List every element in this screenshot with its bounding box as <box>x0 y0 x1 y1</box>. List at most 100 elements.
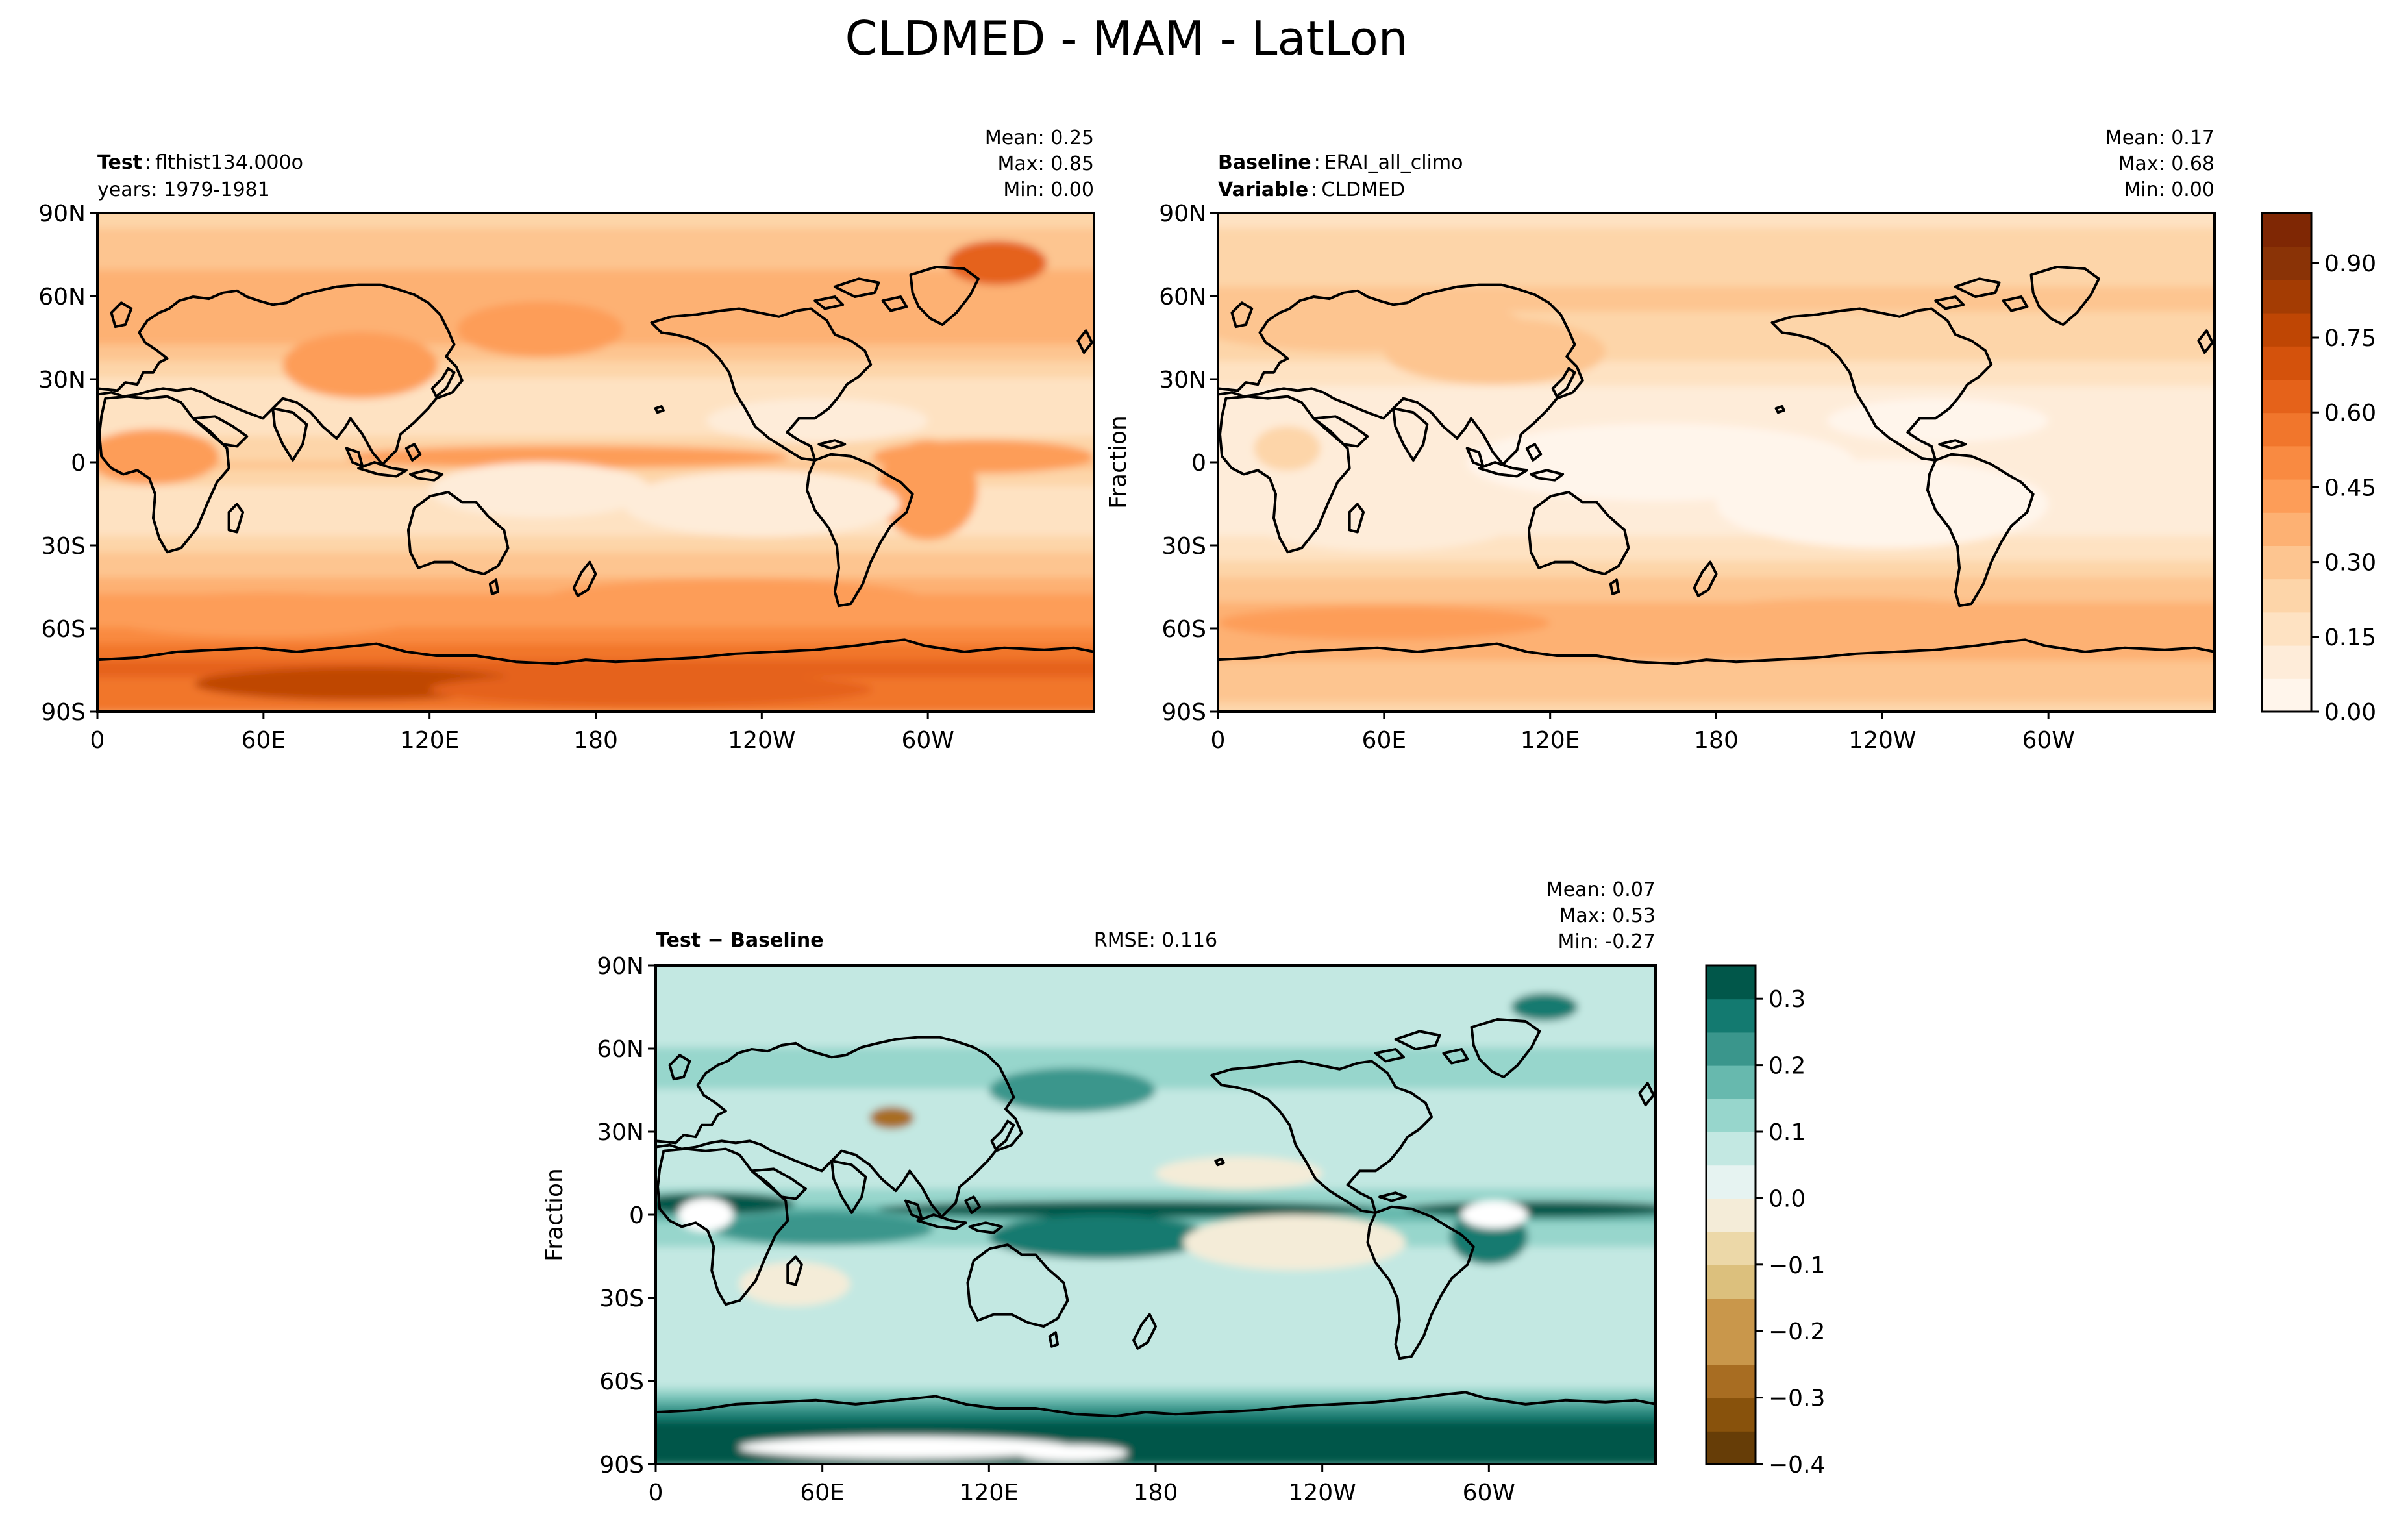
diff-lat-band <box>656 1163 1656 1175</box>
test-ytick-label: 60N <box>38 284 86 310</box>
colorbar-oranges-tick-label: 0.75 <box>2324 325 2376 352</box>
baseline-lat-band <box>1218 677 2215 688</box>
diff-lat-band <box>656 1387 1656 1399</box>
panel-diff: Test − Baseline RMSE: 0.116 Mean: 0.07 M… <box>541 878 1825 1506</box>
baseline-lat-band <box>1218 669 2215 680</box>
colorbar-oranges-level <box>2262 213 2311 247</box>
baseline-lat-band <box>1218 219 2215 231</box>
colorbar-brbg-level <box>1706 1397 1756 1432</box>
panel-test: Test: flthist134.000o years: 1979-1981 Me… <box>38 127 1095 754</box>
diff-xtick-label: 120W <box>1289 1480 1356 1506</box>
diff-lat-band <box>656 1371 1656 1382</box>
panel-diff-min: Min: -0.27 <box>1558 930 1656 953</box>
colorbar-oranges-tick-label: 0.00 <box>2324 699 2376 726</box>
diff-lat-band <box>656 1346 1656 1358</box>
colorbar-oranges-level <box>2262 279 2311 314</box>
test-lat-band <box>97 295 1094 306</box>
baseline-lat-band <box>1218 228 2215 240</box>
diff-field-feature <box>711 1212 934 1245</box>
diff-field-feature <box>1183 1215 1406 1271</box>
panel-test-label-line2: years: 1979-1981 <box>97 179 270 201</box>
colorbar-brbg-level <box>1706 1098 1756 1132</box>
test-field-feature <box>346 445 789 468</box>
panel-baseline-map <box>1218 213 2215 712</box>
diff-lat-band <box>656 1413 1656 1424</box>
baseline-lat-band <box>1218 560 2215 572</box>
diff-lat-band <box>656 1280 1656 1291</box>
baseline-field-feature <box>1254 426 1321 471</box>
diff-ytick-label: 60S <box>599 1369 644 1395</box>
test-ytick-label: 0 <box>71 450 86 477</box>
test-xtick-label: 60E <box>242 727 286 754</box>
baseline-ytick-label: 60N <box>1159 284 1206 310</box>
diff-field-feature <box>989 1067 1156 1113</box>
diff-field-feature <box>869 1106 914 1129</box>
panel-test-min: Min: 0.00 <box>1003 179 1094 201</box>
baseline-field-feature <box>1218 296 1522 352</box>
baseline-field-feature <box>1245 484 1523 551</box>
test-field-feature <box>97 592 430 637</box>
baseline-lat-band <box>1218 660 2215 671</box>
baseline-xtick-label: 180 <box>1694 727 1739 754</box>
test-xtick-label: 120W <box>728 727 795 754</box>
colorbar-brbg-tick-label: 0.2 <box>1769 1053 1806 1080</box>
baseline-xtick-label: 0 <box>1211 727 1226 754</box>
colorbar-brbg-level <box>1706 1298 1756 1332</box>
test-lat-band <box>97 219 1094 231</box>
test-field-feature <box>457 301 624 357</box>
panel-diff-max: Max: 0.53 <box>1559 904 1656 927</box>
panel-baseline: Baseline: ERAI_all_climo Variable: CLDMED … <box>1105 127 2376 754</box>
panel-baseline-label-line1: Baseline: ERAI_all_climo <box>1218 151 1463 174</box>
diff-lat-band <box>656 1271 1656 1283</box>
panel-baseline-mean: Mean: 0.17 <box>2105 127 2215 149</box>
diff-lat-band <box>656 1155 1656 1167</box>
colorbar-oranges-tick-label: 0.30 <box>2324 550 2376 577</box>
colorbar-oranges-level <box>2262 379 2311 414</box>
diff-lat-band <box>656 1013 1656 1025</box>
baseline-ytick-label: 0 <box>1191 450 1206 477</box>
colorbar-brbg-level <box>1706 1264 1756 1299</box>
colorbar-oranges-tick-label: 0.15 <box>2324 625 2376 651</box>
diff-lat-band <box>656 972 1656 984</box>
colorbar-brbg-level <box>1706 1231 1756 1265</box>
test-lat-band <box>97 245 1094 256</box>
diff-field-feature <box>1156 1156 1322 1190</box>
test-field-feature <box>540 578 928 623</box>
test-field-feature <box>282 332 438 399</box>
baseline-ytick-label: 90S <box>1161 699 1206 726</box>
panel-test-label-line1: Test: flthist134.000o <box>97 151 303 174</box>
colorbar-oranges-level <box>2262 312 2311 347</box>
colorbar-brbg-level <box>1706 965 1756 1000</box>
diff-ytick-label: 90N <box>597 953 644 980</box>
diff-lat-band <box>656 1404 1656 1416</box>
baseline-xtick-label: 120W <box>1848 727 1916 754</box>
baseline-lat-band <box>1218 635 2215 647</box>
test-field-feature <box>623 470 900 538</box>
diff-xtick-label: 60W <box>1463 1480 1515 1506</box>
baseline-lat-band <box>1218 544 2215 555</box>
diff-ytick-label: 0 <box>629 1202 644 1229</box>
test-lat-band <box>97 228 1094 240</box>
diff-xtick-label: 180 <box>1134 1480 1178 1506</box>
colorbar-brbg-level <box>1706 1364 1756 1398</box>
baseline-xtick-label: 120E <box>1521 727 1580 754</box>
diff-lat-band <box>656 1363 1656 1374</box>
colorbar-brbg-level <box>1706 1198 1756 1232</box>
baseline-ytick-label: 30S <box>1161 533 1206 560</box>
colorbar-brbg-tick-label: 0.1 <box>1769 1119 1806 1146</box>
colorbar-brbg: 0.3 0.2 0.1 0.0 −0.1 −0.2 −0.3 −0.4 <box>1705 964 1825 1478</box>
baseline-lat-band <box>1218 593 2215 605</box>
test-lat-band <box>97 560 1094 572</box>
test-lat-band <box>97 702 1094 712</box>
diff-field-feature <box>989 1215 1211 1260</box>
diff-masked-region <box>739 1436 1073 1459</box>
diff-ytick-label: 90S <box>599 1452 644 1478</box>
diff-field-feature <box>878 1200 1378 1218</box>
baseline-field-feature <box>1688 598 2021 632</box>
baseline-field-feature <box>1716 459 2049 549</box>
test-lat-band <box>97 544 1094 555</box>
diff-lat-band <box>656 1180 1656 1191</box>
test-lat-band <box>97 286 1094 297</box>
baseline-lat-band <box>1218 693 2215 705</box>
diff-lat-band <box>656 1072 1656 1084</box>
